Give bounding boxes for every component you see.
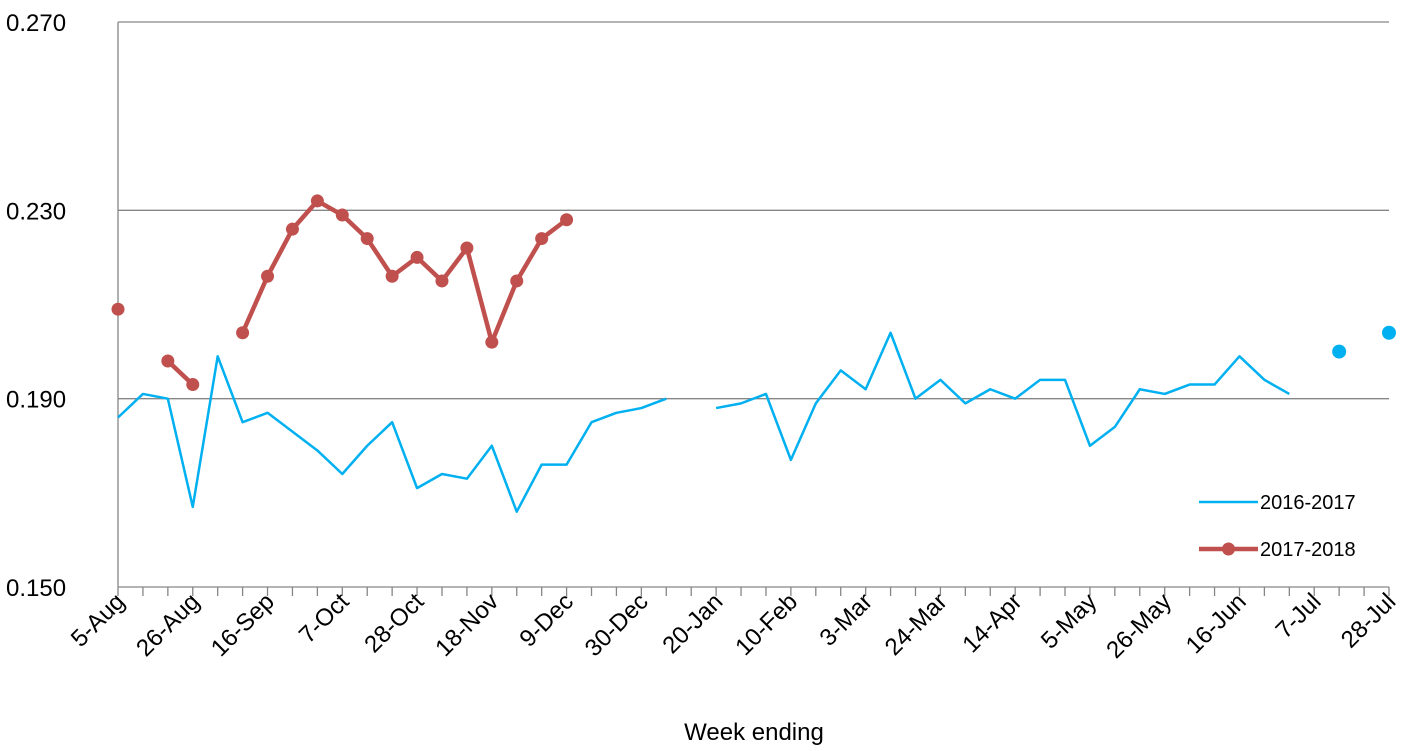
data-point [460,241,474,255]
data-point [186,378,200,392]
data-point [535,232,549,246]
legend-marker [1222,542,1235,556]
x-tick-label: 5-May [1036,588,1102,654]
data-point [335,208,349,222]
x-tick-label: 30-Dec [580,588,654,662]
x-tick-label: 18-Nov [430,588,504,662]
y-tick-label: 0.230 [6,198,66,225]
x-tick-label: 10-Feb [730,588,803,661]
series-line [715,331,1290,462]
axes [117,22,1390,596]
x-tick-label: 20-Jan [657,588,728,659]
x-tick-label: 7-Jul [1271,588,1327,644]
data-point [236,326,250,340]
x-tick-label: 26-Aug [131,588,205,662]
x-tick-label: 16-Jun [1181,588,1252,659]
x-tick-label: 7-Oct [294,588,355,649]
x-tick-label: 24-Mar [880,588,953,661]
x-tick-label: 5-Aug [66,588,130,652]
data-point [1332,344,1347,359]
data-point [510,274,524,288]
series-2016-2017 [117,325,1396,513]
legend-label: 2016-2017 [1260,492,1356,514]
x-tick-label: 26-May [1101,588,1177,664]
series-line [240,198,568,345]
y-tick-label: 0.190 [6,387,66,414]
data-point [560,213,574,227]
legend-label: 2017-2018 [1260,539,1356,561]
data-point [310,194,324,208]
x-tick-label: 14-Apr [957,588,1027,658]
x-axis-label: Week ending [684,719,824,746]
x-tick-label: 16-Sep [206,588,280,662]
data-point [410,250,424,264]
data-point [1382,325,1396,340]
y-tick-label: 0.150 [6,575,66,602]
data-point [385,269,399,283]
x-tick-label: 28-Jul [1336,588,1401,653]
x-tick-label: 3-Mar [814,588,877,651]
data-point [435,274,449,288]
data-point [111,302,125,316]
data-point [161,354,175,368]
legend: 2016-2017 2017-2018 [1199,492,1356,561]
series-line [117,355,667,513]
series-2017-2018 [111,194,574,392]
x-axis-tick-labels: 5-Aug 26-Aug 16-Sep 7-Oct 28-Oct 18-Nov 9-Dec 3… [66,588,1401,664]
series-lines [111,194,1396,513]
data-point [285,222,299,236]
data-point [485,335,499,349]
y-axis-tick-labels: 0.150 0.190 0.230 0.270 [6,10,66,602]
y-tick-label: 0.270 [6,10,66,37]
data-point [360,232,374,246]
x-tick-label: 28-Oct [359,588,429,658]
x-tick-label: 9-Dec [514,588,578,652]
data-point [261,269,275,283]
